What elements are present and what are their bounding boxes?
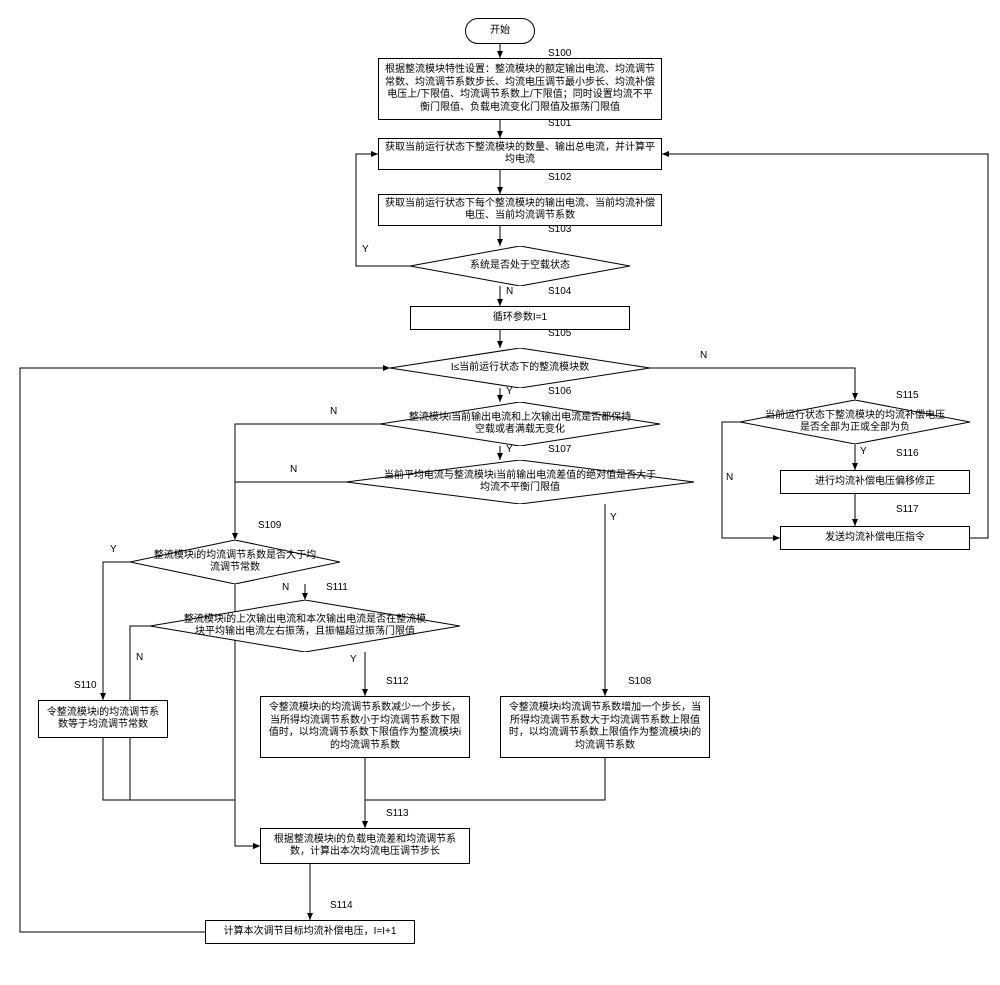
- edge-step-label: S112: [386, 676, 409, 687]
- process-n113: 根据整流模块i的负载电流差和均流调节系数，计算出本次均流电压调节步长: [260, 828, 470, 864]
- process-text: 令整流模块i的均流调节系数等于均流调节常数: [45, 707, 161, 732]
- process-text: 进行均流补偿电压偏移修正: [815, 476, 935, 489]
- process-n112: 令整流模块i的均流调节系数减少一个步长，当所得均流调节系数小于均流调节系数下限值…: [260, 696, 470, 758]
- decision-d115: 当前运行状态下整流模块的均流补偿电压是否全部为正或全部为负: [740, 400, 970, 444]
- branch-label: Y: [110, 544, 117, 555]
- edge-17: [103, 738, 260, 846]
- decision-d107: 当前平均电流与整流模块i当前输出电流差值的绝对值是否大于均流不平衡门限值: [346, 460, 694, 504]
- process-text: 令整流模块i的均流调节系数减少一个步长，当所得均流调节系数小于均流调节系数下限值…: [267, 702, 463, 752]
- process-text: 发送均流补偿电压指令: [825, 532, 925, 545]
- start-label: 开始: [490, 25, 510, 38]
- branch-label: N: [330, 406, 337, 417]
- decision-text: 当前平均电流与整流模块i当前输出电流差值的绝对值是否大于均流不平衡门限值: [381, 470, 659, 494]
- process-n104: 循环参数I=1: [410, 306, 630, 330]
- process-text: 根据整流模块i的负载电流差和均流调节系数，计算出本次均流电压调节步长: [267, 834, 463, 859]
- branch-label: Y: [610, 512, 617, 523]
- decision-text: 整流模块i当前输出电流和上次输出电流是否都保持空载或者满载无变化: [408, 412, 632, 436]
- edge-step-label: S113: [386, 808, 409, 819]
- decision-d111: 整流模块i的上次输出电流和本次输出电流是否在整流模块平均输出电流左右振荡，且振幅…: [150, 600, 460, 652]
- decision-d109: 整流模块i的均流调节系数是否大于均流调节常数: [130, 540, 340, 584]
- step-label-S100: S100: [548, 48, 571, 59]
- edge-step-label: S114: [330, 900, 353, 911]
- edge-step-label: S117: [896, 504, 919, 515]
- branch-label: Y: [362, 244, 369, 255]
- edge-11: [235, 482, 346, 540]
- process-n102: 获取当前运行状态下每个整流模块的输出电流、当前均流补偿电压、当前均流调节系数: [378, 194, 662, 226]
- branch-label: Y: [350, 654, 357, 665]
- branch-label: N: [726, 472, 733, 483]
- branch-label: N: [700, 350, 707, 361]
- process-n116: 进行均流补偿电压偏移修正: [780, 470, 970, 494]
- edge-step-label: S116: [896, 448, 919, 459]
- decision-text: 整流模块i的均流调节系数是否大于均流调节常数: [151, 550, 319, 574]
- process-text: 令整流模块i均流调节系数增加一个步长，当所得均流调节系数大于均流调节系数上限值时…: [507, 702, 703, 752]
- edge-step-label: S108: [628, 676, 652, 687]
- process-n108: 令整流模块i均流调节系数增加一个步长，当所得均流调节系数大于均流调节系数上限值时…: [500, 696, 710, 758]
- process-text: 根据整流模块特性设置：整流模块的额定输出电流、均流调节常数、均流调节系数步长、均…: [385, 64, 655, 114]
- start-terminator: 开始: [465, 18, 535, 44]
- process-n100: 根据整流模块特性设置：整流模块的额定输出电流、均流调节常数、均流调节系数步长、均…: [378, 58, 662, 120]
- decision-d105: I≤当前运行状态下的整流模块数: [390, 348, 650, 388]
- process-n110: 令整流模块i的均流调节系数等于均流调节常数: [38, 700, 168, 738]
- edge-step-label: S104: [548, 286, 572, 297]
- edge-step-label: S110: [74, 680, 97, 691]
- branch-label: N: [506, 286, 513, 297]
- process-text: 获取当前运行状态下整流模块的数量、输出总电流，并计算平均电流: [385, 142, 655, 167]
- edge-step-label: S102: [548, 172, 572, 183]
- process-n117: 发送均流补偿电压指令: [780, 526, 970, 550]
- process-n114: 计算本次调节目标均流补偿电压，I=I+1: [205, 920, 415, 944]
- decision-text: I≤当前运行状态下的整流模块数: [416, 362, 624, 374]
- process-n101: 获取当前运行状态下整流模块的数量、输出总电流，并计算平均电流: [378, 138, 662, 170]
- edge-8: [650, 368, 855, 400]
- decision-text: 系统是否处于空载状态: [432, 260, 608, 272]
- decision-text: 整流模块i的上次输出电流和本次输出电流是否在整流模块平均输出电流左右振荡，且振幅…: [181, 614, 429, 638]
- decision-d106: 整流模块i当前输出电流和上次输出电流是否都保持空载或者满载无变化: [380, 402, 660, 446]
- branch-label: N: [136, 652, 143, 663]
- process-text: 循环参数I=1: [493, 312, 547, 325]
- edge-step-label: S109: [258, 520, 282, 531]
- branch-label: Y: [860, 446, 867, 457]
- process-text: 计算本次调节目标均流补偿电压，I=I+1: [224, 926, 397, 939]
- decision-text: 当前运行状态下整流模块的均流补偿电压是否全部为正或全部为负: [763, 410, 947, 434]
- edge-19: [365, 758, 605, 828]
- process-text: 获取当前运行状态下每个整流模块的输出电流、当前均流补偿电压、当前均流调节系数: [385, 198, 655, 223]
- edge-13: [103, 562, 130, 700]
- step-label-S115: S115: [896, 390, 919, 401]
- branch-label: N: [290, 464, 297, 475]
- decision-d103: 系统是否处于空载状态: [410, 246, 630, 286]
